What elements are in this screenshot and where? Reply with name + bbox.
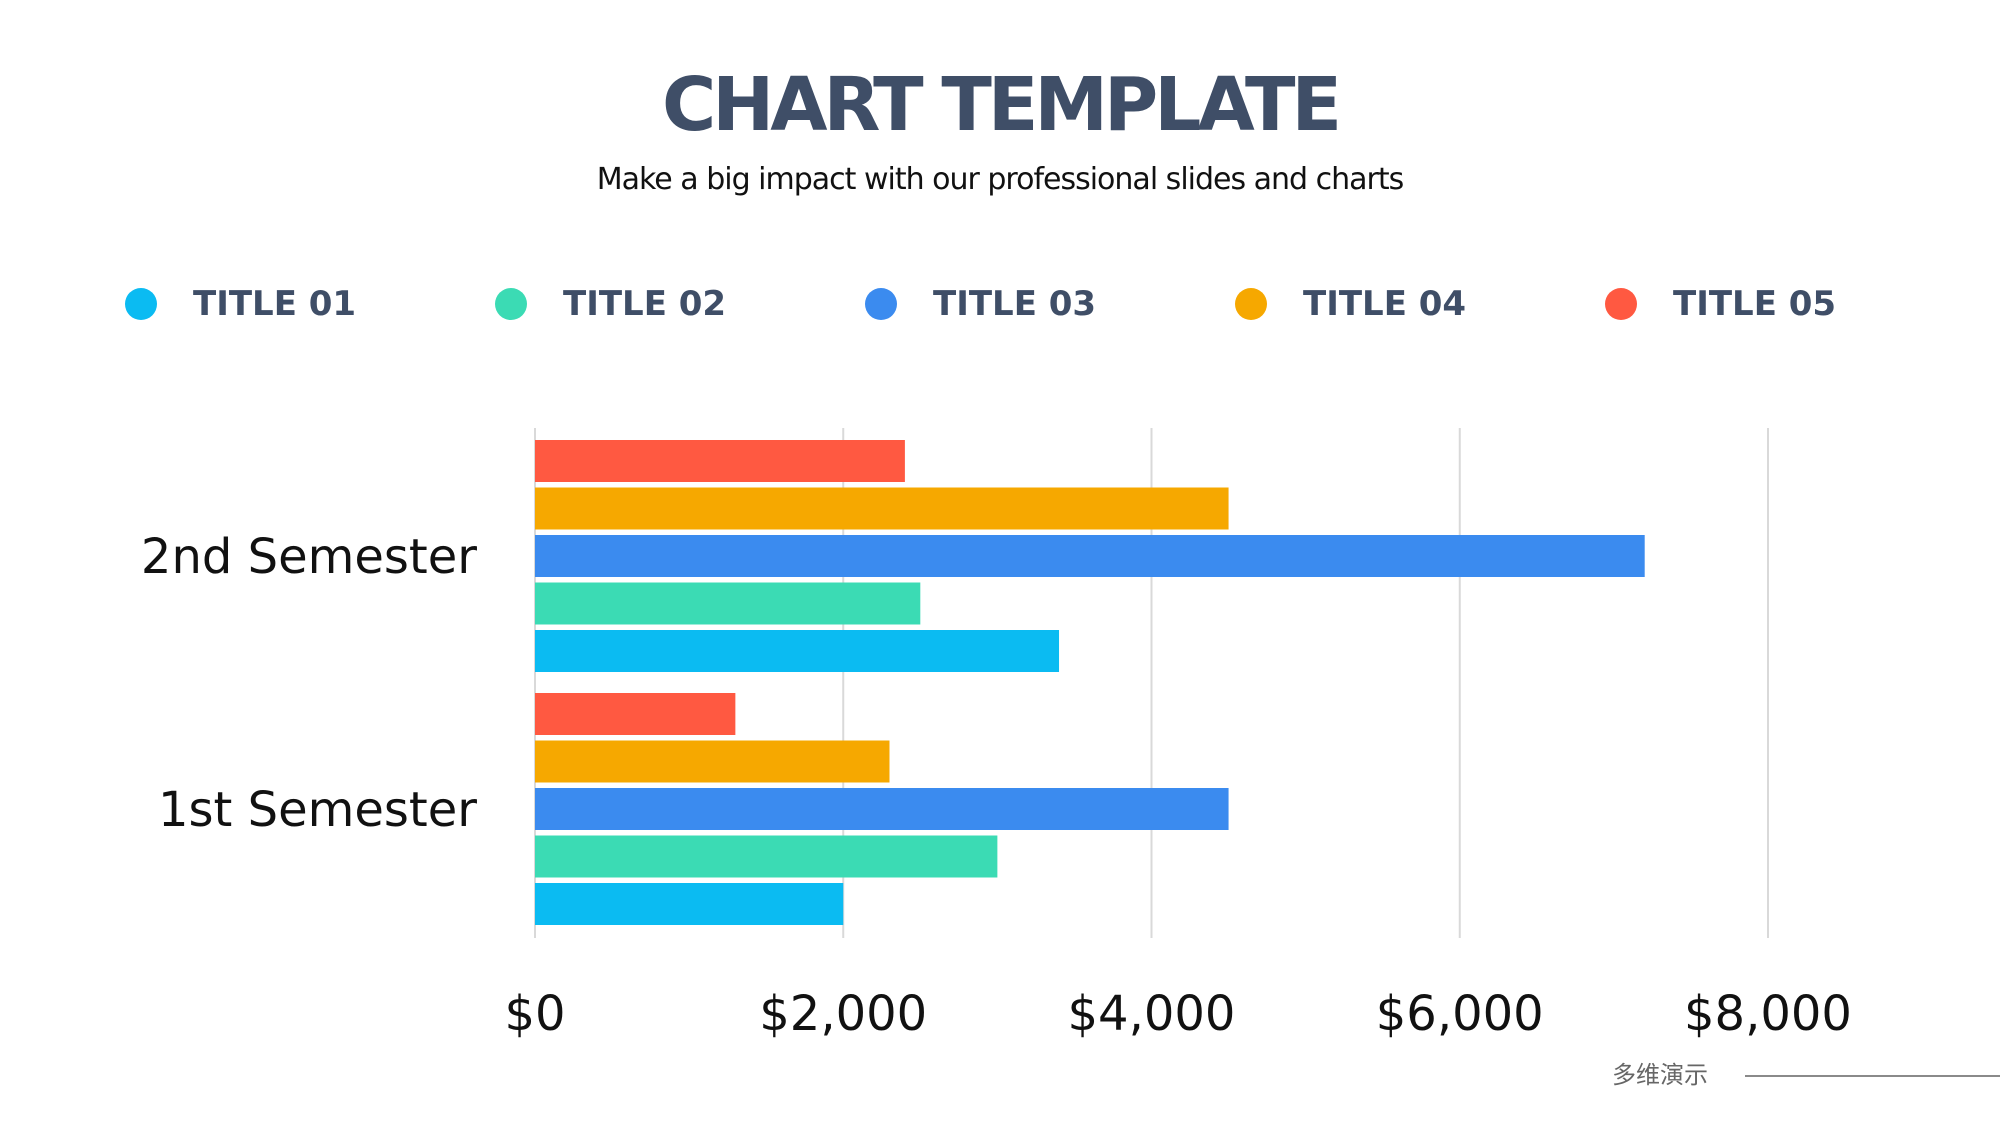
bar-1-series-3 <box>535 788 1229 830</box>
bar-2-series-5 <box>535 440 905 482</box>
legend-item-1: TITLE 01 <box>125 282 356 326</box>
x-tick-label-2: $4,000 <box>1068 986 1236 1042</box>
legend-item-5: TITLE 05 <box>1605 282 1836 326</box>
bar-1-series-4 <box>535 740 890 783</box>
legend-label-3: TITLE 03 <box>933 284 1097 324</box>
legend-label-5: TITLE 05 <box>1673 284 1837 324</box>
bar-2-series-1 <box>535 630 1060 672</box>
bar-1-series-5 <box>535 693 736 735</box>
page-subtitle: Make a big impact with our professional … <box>596 162 1405 197</box>
watermark-text: 多维演示 <box>1612 1061 1708 1089</box>
x-tick-label-4: $8,000 <box>1684 986 1852 1042</box>
bar-2-series-2 <box>535 582 921 625</box>
legend-dot-5 <box>1605 288 1637 320</box>
category-label-2: 2nd Semester <box>141 529 477 585</box>
legend-dot-4 <box>1235 288 1267 320</box>
watermark-divider <box>1745 1075 2000 1077</box>
legend-item-3: TITLE 03 <box>865 282 1096 326</box>
x-tick-label-3: $6,000 <box>1376 986 1544 1042</box>
legend-item-2: TITLE 02 <box>495 282 726 326</box>
legend-item-4: TITLE 04 <box>1235 282 1466 326</box>
legend-label-2: TITLE 02 <box>563 284 727 324</box>
x-tick-label-0: $0 <box>504 986 565 1042</box>
bar-1-series-1 <box>535 883 844 925</box>
legend-dot-3 <box>865 288 897 320</box>
bar-1-series-2 <box>535 835 998 878</box>
legend-dot-2 <box>495 288 527 320</box>
page-title: CHART TEMPLATE <box>661 62 1342 148</box>
legend-label-1: TITLE 01 <box>193 284 357 324</box>
legend-label-4: TITLE 04 <box>1303 284 1467 324</box>
x-tick-label-1: $2,000 <box>759 986 927 1042</box>
bar-2-series-4 <box>535 487 1229 530</box>
legend-dot-1 <box>125 288 157 320</box>
category-label-1: 1st Semester <box>158 782 477 838</box>
bar-2-series-3 <box>535 535 1645 577</box>
